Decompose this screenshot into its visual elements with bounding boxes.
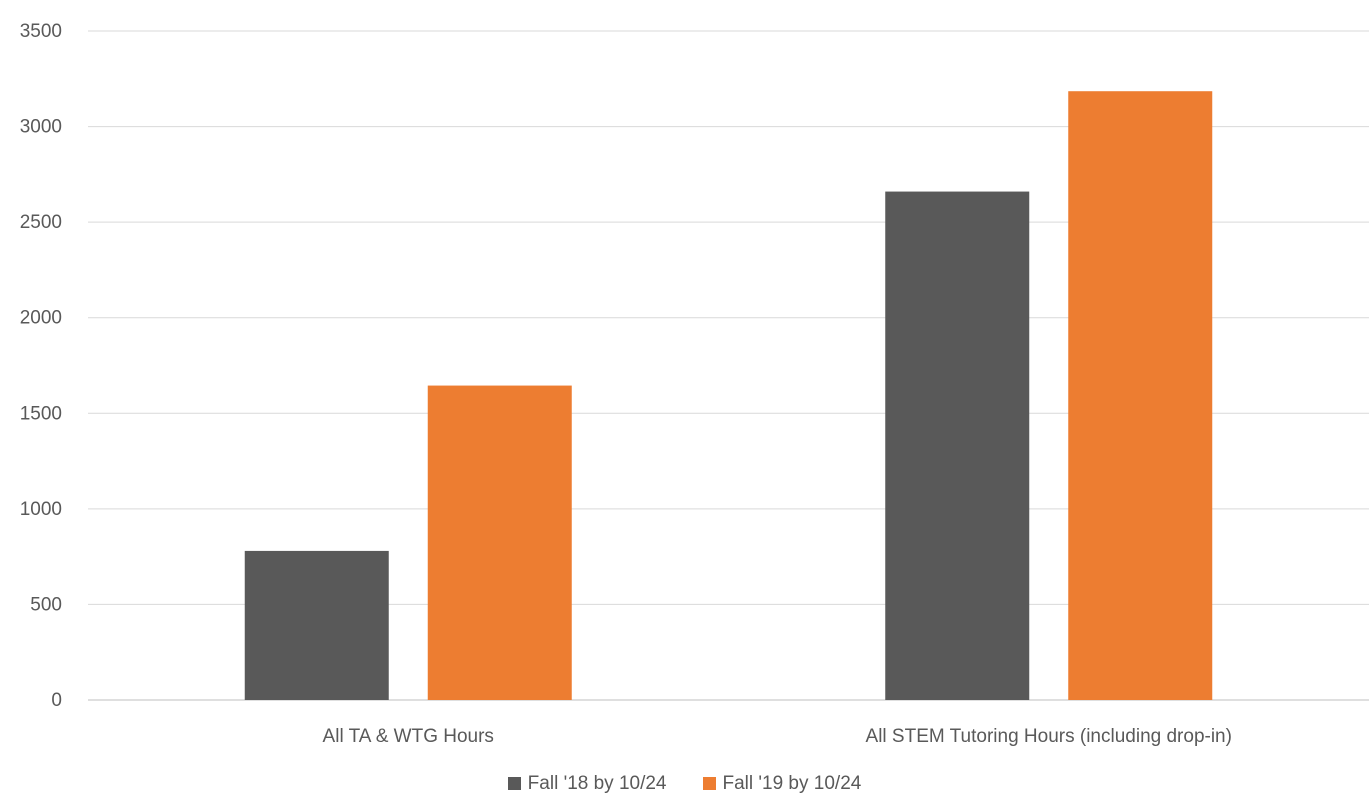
x-tick-label: All TA & WTG Hours — [323, 726, 494, 747]
y-tick-label: 500 — [30, 594, 62, 615]
legend-label-fall-19: Fall '19 by 10/24 — [722, 772, 862, 794]
legend: Fall '18 by 10/24 Fall '19 by 10/24 — [0, 770, 1369, 797]
y-tick-label: 1000 — [20, 499, 62, 520]
x-tick-label: All STEM Tutoring Hours (including drop-… — [866, 726, 1232, 747]
y-tick-label: 0 — [51, 690, 62, 711]
bar — [885, 191, 1030, 700]
bar — [244, 550, 389, 700]
y-tick-label: 2000 — [20, 308, 62, 329]
y-tick-label: 3000 — [20, 117, 62, 138]
y-tick-label: 1500 — [20, 403, 62, 424]
legend-swatch-fall-18 — [507, 777, 521, 790]
y-tick-label: 2500 — [20, 212, 62, 233]
legend-item-fall-19: Fall '19 by 10/24 — [702, 772, 862, 795]
legend-swatch-fall-19 — [702, 777, 716, 790]
legend-item-fall-18: Fall '18 by 10/24 — [507, 772, 667, 795]
legend-label-fall-18: Fall '18 by 10/24 — [527, 772, 667, 794]
y-tick-label: 3500 — [20, 21, 62, 42]
bar — [1068, 91, 1213, 700]
bar — [427, 385, 572, 700]
